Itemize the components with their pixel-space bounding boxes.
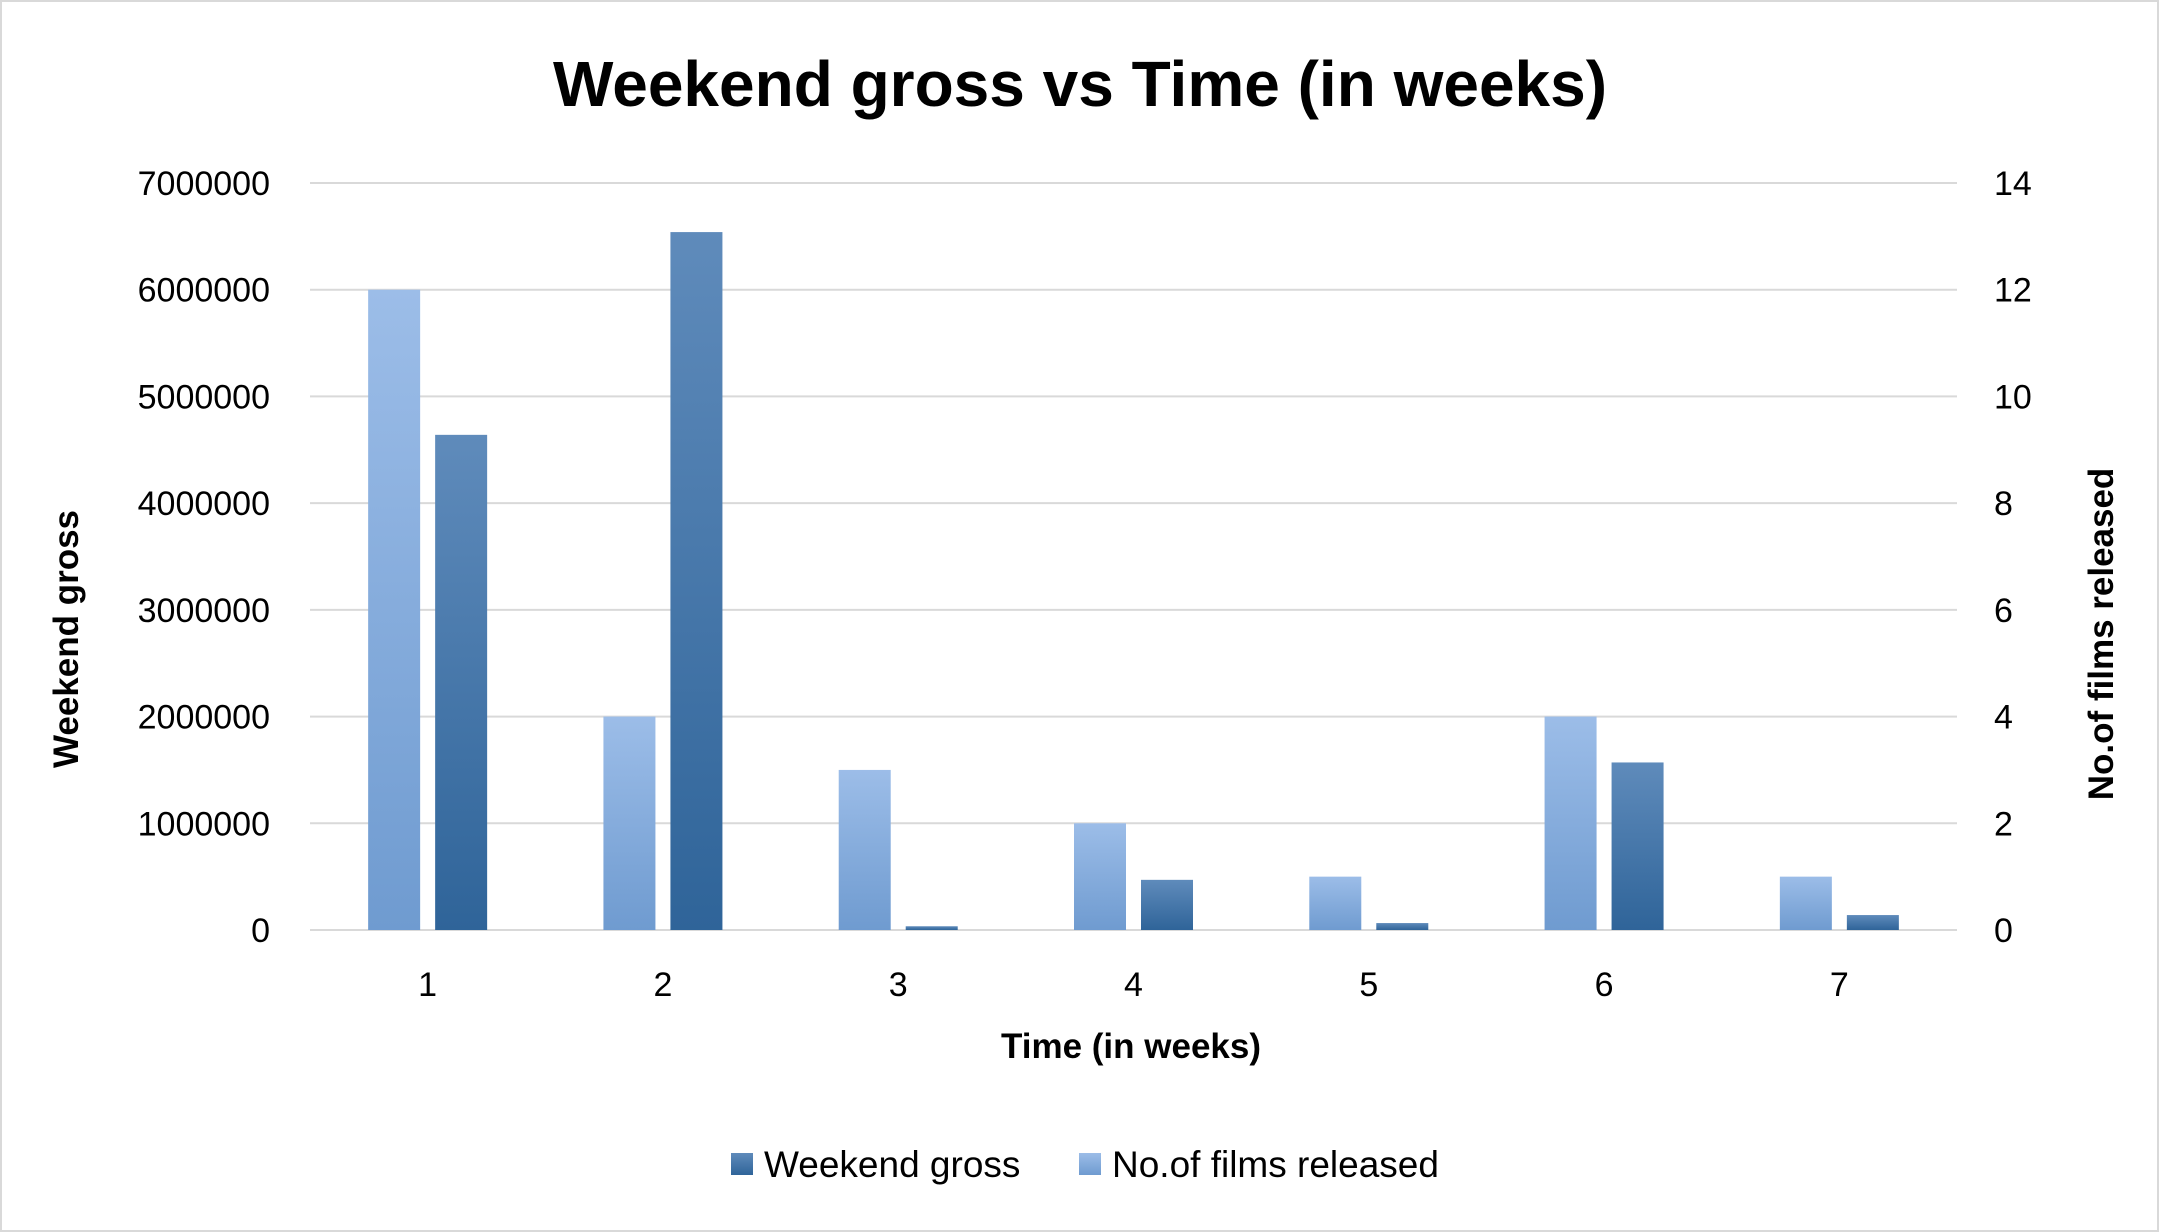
bar-weekend-gross [435, 434, 488, 930]
y-tick-label: 3000000 [138, 592, 270, 630]
x-tick-label: 7 [1830, 966, 1849, 1004]
bar-films-released [1309, 876, 1362, 930]
y-tick-label: 5000000 [138, 378, 270, 416]
y-tick-label: 6000000 [138, 272, 270, 310]
y-axis-title: Weekend gross [47, 510, 86, 768]
y2-tick-label: 0 [1994, 912, 2013, 950]
bar-films-released [1544, 716, 1597, 930]
right-axis-ticks: 0 2 4 6 8 10 12 14 [1994, 165, 2032, 950]
x-tick-label: 3 [889, 966, 908, 1004]
y2-tick-label: 10 [1994, 378, 2032, 416]
bar-weekend-gross [670, 232, 723, 931]
x-tick-label: 6 [1595, 966, 1614, 1004]
bar-weekend-gross [1611, 762, 1664, 930]
x-axis-title: Time (in weeks) [1001, 1027, 1261, 1066]
x-tick-label: 4 [1124, 966, 1143, 1004]
bar-weekend-gross [1846, 915, 1899, 930]
y2-tick-label: 12 [1994, 272, 2032, 310]
bar-weekend-gross [1141, 879, 1193, 930]
y2-tick-label: 8 [1994, 485, 2013, 523]
bar-films-released [838, 769, 891, 930]
x-tick-label: 1 [418, 966, 437, 1004]
bars [368, 232, 1899, 931]
bar-films-released [1074, 823, 1126, 930]
bar-films-released [603, 716, 656, 930]
legend-swatch-weekend-gross [731, 1153, 753, 1175]
y2-tick-label: 2 [1994, 805, 2013, 843]
y-tick-label: 0 [251, 912, 270, 950]
chart-title: Weekend gross vs Time (in weeks) [553, 48, 1607, 120]
x-tick-label: 5 [1359, 966, 1378, 1004]
y2-tick-label: 14 [1994, 165, 2032, 203]
y-tick-label: 4000000 [138, 485, 270, 523]
y-tick-label: 7000000 [138, 165, 270, 203]
bar-films-released [1779, 876, 1832, 930]
bar-films-released [368, 289, 421, 930]
legend: Weekend gross No.of films released [731, 1144, 1439, 1185]
x-tick-label: 2 [653, 966, 672, 1004]
legend-label-films-released: No.of films released [1112, 1144, 1439, 1185]
y-tick-label: 2000000 [138, 699, 270, 737]
legend-label-weekend-gross: Weekend gross [764, 1144, 1020, 1185]
left-axis-ticks: 0 1000000 2000000 3000000 4000000 5000000 6000… [138, 165, 270, 950]
y2-axis-title: No.of films released [2082, 468, 2121, 801]
gridlines [310, 182, 1957, 931]
legend-swatch-films-released [1079, 1153, 1101, 1175]
y-tick-label: 1000000 [138, 805, 270, 843]
x-axis-ticks: 1 2 3 4 5 6 7 [418, 966, 1849, 1004]
bar-weekend-gross [905, 926, 958, 930]
y2-tick-label: 4 [1994, 699, 2013, 737]
bar-weekend-gross [1376, 923, 1429, 930]
y2-tick-label: 6 [1994, 592, 2013, 630]
